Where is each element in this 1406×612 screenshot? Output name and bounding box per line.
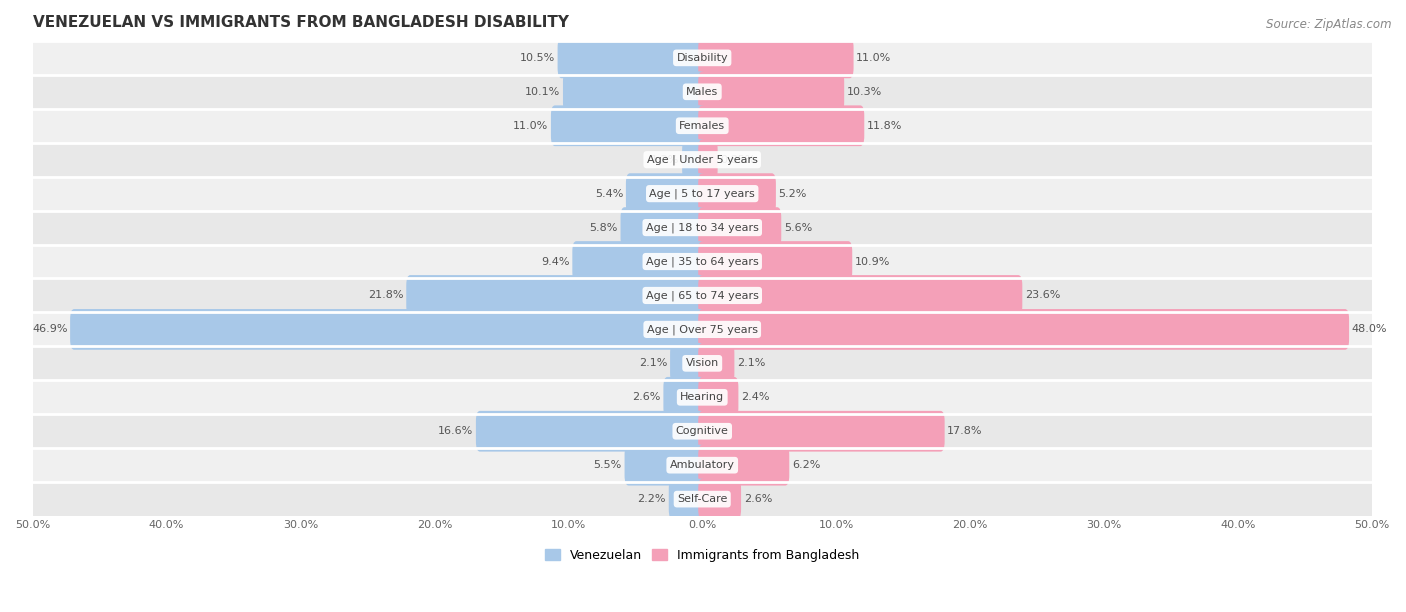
FancyBboxPatch shape xyxy=(671,343,706,384)
FancyBboxPatch shape xyxy=(32,380,1372,414)
Text: 1.2%: 1.2% xyxy=(651,155,679,165)
Text: Age | 18 to 34 years: Age | 18 to 34 years xyxy=(645,222,759,233)
Legend: Venezuelan, Immigrants from Bangladesh: Venezuelan, Immigrants from Bangladesh xyxy=(540,544,865,567)
Text: 5.4%: 5.4% xyxy=(595,188,623,199)
Text: Source: ZipAtlas.com: Source: ZipAtlas.com xyxy=(1267,18,1392,31)
FancyBboxPatch shape xyxy=(32,143,1372,177)
Text: 11.0%: 11.0% xyxy=(513,121,548,131)
Text: Vision: Vision xyxy=(686,359,718,368)
FancyBboxPatch shape xyxy=(562,72,706,112)
FancyBboxPatch shape xyxy=(32,346,1372,380)
FancyBboxPatch shape xyxy=(699,241,852,282)
FancyBboxPatch shape xyxy=(699,479,741,520)
FancyBboxPatch shape xyxy=(32,278,1372,313)
FancyBboxPatch shape xyxy=(699,140,717,180)
FancyBboxPatch shape xyxy=(32,245,1372,278)
FancyBboxPatch shape xyxy=(558,37,706,78)
Text: 5.2%: 5.2% xyxy=(779,188,807,199)
Text: Age | 5 to 17 years: Age | 5 to 17 years xyxy=(650,188,755,199)
FancyBboxPatch shape xyxy=(551,105,706,146)
FancyBboxPatch shape xyxy=(70,309,706,350)
Text: Cognitive: Cognitive xyxy=(676,426,728,436)
Text: 23.6%: 23.6% xyxy=(1025,291,1060,300)
FancyBboxPatch shape xyxy=(699,72,844,112)
Text: 2.4%: 2.4% xyxy=(741,392,769,402)
Text: 21.8%: 21.8% xyxy=(368,291,404,300)
Text: 0.85%: 0.85% xyxy=(720,155,755,165)
Text: 10.9%: 10.9% xyxy=(855,256,890,266)
Text: 10.1%: 10.1% xyxy=(524,87,560,97)
Text: Hearing: Hearing xyxy=(681,392,724,402)
FancyBboxPatch shape xyxy=(475,411,706,452)
FancyBboxPatch shape xyxy=(32,109,1372,143)
FancyBboxPatch shape xyxy=(699,343,734,384)
Text: Age | Over 75 years: Age | Over 75 years xyxy=(647,324,758,335)
FancyBboxPatch shape xyxy=(699,411,945,452)
Text: Disability: Disability xyxy=(676,53,728,63)
FancyBboxPatch shape xyxy=(32,177,1372,211)
Text: 2.2%: 2.2% xyxy=(637,494,666,504)
FancyBboxPatch shape xyxy=(32,75,1372,109)
Text: Self-Care: Self-Care xyxy=(678,494,727,504)
FancyBboxPatch shape xyxy=(699,275,1022,316)
FancyBboxPatch shape xyxy=(699,309,1350,350)
FancyBboxPatch shape xyxy=(699,377,738,417)
FancyBboxPatch shape xyxy=(682,140,706,180)
FancyBboxPatch shape xyxy=(626,173,706,214)
FancyBboxPatch shape xyxy=(699,105,865,146)
FancyBboxPatch shape xyxy=(620,207,706,248)
Text: 10.3%: 10.3% xyxy=(846,87,882,97)
Text: Age | 65 to 74 years: Age | 65 to 74 years xyxy=(645,290,759,300)
Text: 2.1%: 2.1% xyxy=(737,359,765,368)
FancyBboxPatch shape xyxy=(699,37,853,78)
Text: Ambulatory: Ambulatory xyxy=(669,460,735,470)
FancyBboxPatch shape xyxy=(699,173,776,214)
FancyBboxPatch shape xyxy=(32,41,1372,75)
FancyBboxPatch shape xyxy=(572,241,706,282)
Text: 11.8%: 11.8% xyxy=(868,121,903,131)
Text: 6.2%: 6.2% xyxy=(792,460,820,470)
FancyBboxPatch shape xyxy=(32,448,1372,482)
Text: VENEZUELAN VS IMMIGRANTS FROM BANGLADESH DISABILITY: VENEZUELAN VS IMMIGRANTS FROM BANGLADESH… xyxy=(32,15,568,30)
Text: 48.0%: 48.0% xyxy=(1351,324,1388,334)
Text: 17.8%: 17.8% xyxy=(948,426,983,436)
FancyBboxPatch shape xyxy=(699,445,789,485)
FancyBboxPatch shape xyxy=(32,313,1372,346)
Text: Females: Females xyxy=(679,121,725,131)
Text: 5.6%: 5.6% xyxy=(785,223,813,233)
FancyBboxPatch shape xyxy=(406,275,706,316)
FancyBboxPatch shape xyxy=(32,482,1372,516)
Text: 5.5%: 5.5% xyxy=(593,460,621,470)
Text: Age | 35 to 64 years: Age | 35 to 64 years xyxy=(645,256,759,267)
Text: 5.8%: 5.8% xyxy=(589,223,617,233)
Text: 46.9%: 46.9% xyxy=(32,324,67,334)
FancyBboxPatch shape xyxy=(624,445,706,485)
Text: 2.6%: 2.6% xyxy=(633,392,661,402)
FancyBboxPatch shape xyxy=(699,207,782,248)
Text: 2.1%: 2.1% xyxy=(640,359,668,368)
Text: 11.0%: 11.0% xyxy=(856,53,891,63)
Text: Age | Under 5 years: Age | Under 5 years xyxy=(647,154,758,165)
Text: 10.5%: 10.5% xyxy=(520,53,555,63)
Text: 2.6%: 2.6% xyxy=(744,494,772,504)
FancyBboxPatch shape xyxy=(32,211,1372,245)
Text: Males: Males xyxy=(686,87,718,97)
FancyBboxPatch shape xyxy=(669,479,706,520)
Text: 16.6%: 16.6% xyxy=(439,426,474,436)
FancyBboxPatch shape xyxy=(664,377,706,417)
Text: 9.4%: 9.4% xyxy=(541,256,569,266)
FancyBboxPatch shape xyxy=(32,414,1372,448)
